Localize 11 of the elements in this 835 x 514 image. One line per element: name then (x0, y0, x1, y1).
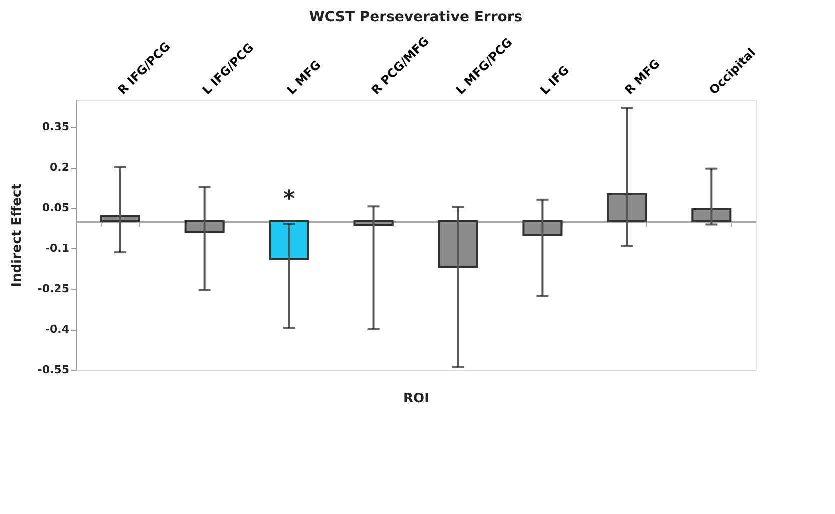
annotation: * (284, 187, 296, 212)
y-tick-label: -0.1 (45, 242, 70, 255)
x-axis-title: ROI (404, 392, 430, 406)
y-tick-label: -0.55 (38, 364, 70, 376)
y-tick-label: 0.2 (50, 161, 70, 174)
y-tick-label: 0.35 (42, 120, 70, 134)
y-tick-label: 0.05 (42, 202, 70, 214)
y-tick-label: -0.25 (38, 282, 70, 296)
y-tick-label: -0.4 (45, 323, 70, 336)
y-axis-title: Indirect Effect (10, 184, 25, 288)
chart-title: WCST Perseverative Errors (309, 10, 523, 26)
